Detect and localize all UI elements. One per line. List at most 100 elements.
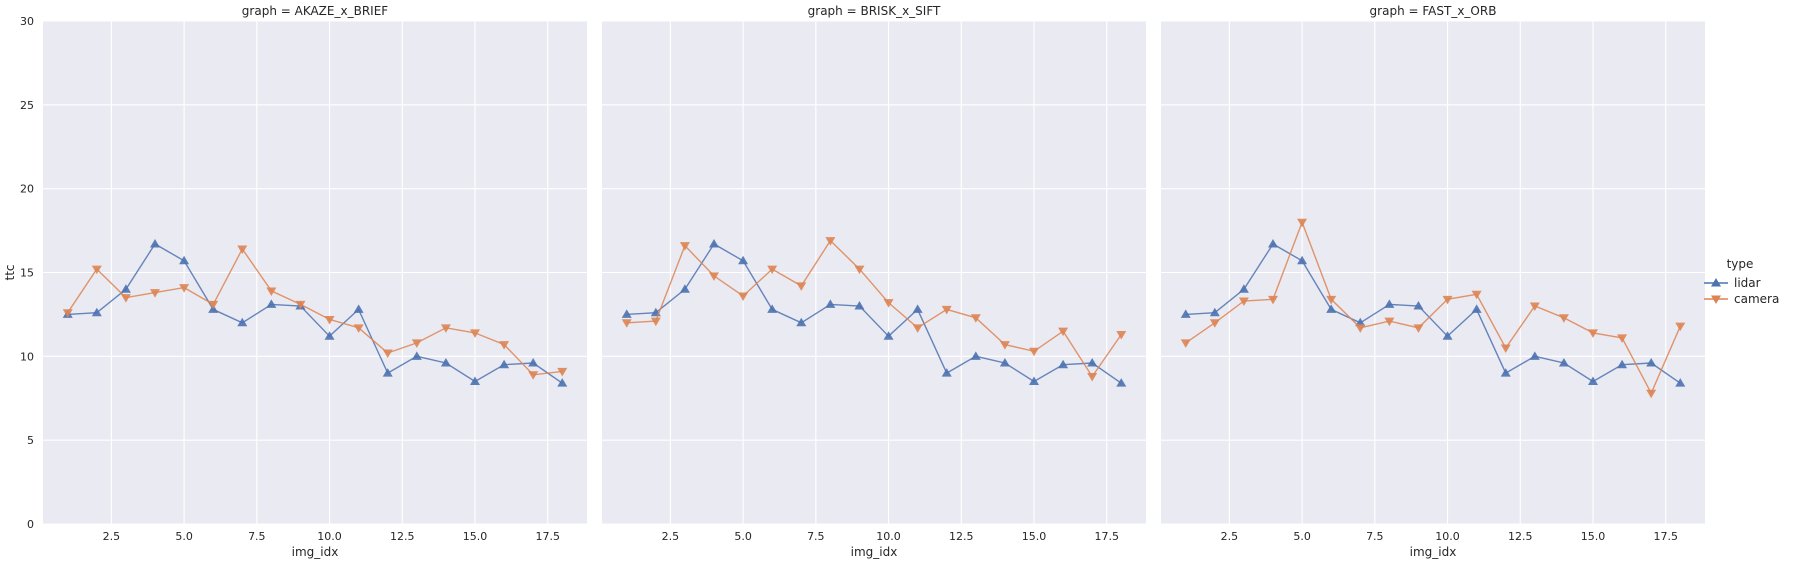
x-tick-label: 7.5 [1366,530,1384,543]
data-point-camera [470,329,480,338]
data-point-camera [557,367,568,377]
x-tick-label: 2.5 [662,530,680,543]
y-tick-label: 15 [20,267,34,280]
data-point-camera [1297,218,1308,228]
x-tick-label: 7.5 [248,530,266,543]
panel-brisk-x-sift: 2.5 5.0 7.5 10.0 12.5 15.0 17.5 img_idx graph = … [602,4,1146,559]
data-point-lidar [1058,359,1069,369]
data-point-lidar [912,304,923,313]
data-point-camera [621,319,632,328]
legend-label: lidar [1734,276,1761,290]
data-point-camera [883,299,894,308]
x-tick-label: 12.5 [390,530,415,543]
data-point-camera [324,315,335,325]
gridlines [1161,20,1705,525]
gridlines [602,20,1146,525]
data-point-camera [854,265,865,275]
data-point-lidar [1355,317,1366,327]
data-point-camera [1058,327,1069,337]
data-point-camera [266,287,277,296]
data-point-camera [970,314,981,323]
data-point-lidar [1116,378,1127,387]
data-point-camera [1588,329,1598,338]
x-tick-label: 15.0 [1022,530,1047,543]
data-point-camera [1116,331,1127,340]
data-point-lidar [1384,299,1395,308]
data-point-camera [150,289,160,298]
data-point-camera [1529,302,1540,312]
panel-akaze-x-brief: 2.5 5.0 7.5 10.0 12.5 15.0 17.5 0 5 10 15 20 25 30 ttc… [3,4,587,559]
data-point-camera [709,272,719,281]
data-point-camera [1384,317,1395,327]
data-point-lidar [1617,359,1628,369]
panel-fast-x-orb: 2.5 5.0 7.5 10.0 12.5 15.0 17.5 img_idx graph = … [1161,4,1705,559]
legend-entry-lidar: lidar [1704,276,1761,290]
data-point-lidar [1646,358,1657,367]
data-point-lidar [91,307,102,317]
x-axis-label: img_idx [292,545,339,559]
y-axis-label: ttc [3,264,17,280]
data-point-lidar [970,351,981,360]
x-tick-label: 10.0 [876,530,901,543]
panel-title: graph = FAST_x_ORB [1370,4,1497,18]
data-point-camera [1442,295,1453,305]
x-tick-label: 15.0 [1581,530,1606,543]
x-axis-label: img_idx [1410,545,1457,559]
data-point-lidar [324,331,335,340]
data-point-camera [1326,295,1337,305]
data-point-camera [1646,389,1657,399]
data-point-camera [1558,314,1569,323]
data-point-lidar [621,309,632,318]
series-line-camera [1185,220,1681,395]
data-point-lidar [796,317,807,327]
data-point-lidar [1209,307,1220,317]
data-point-lidar [1029,376,1039,385]
data-point-camera [999,341,1010,350]
data-point-camera [825,237,836,246]
data-point-lidar [440,358,451,367]
data-point-camera [179,284,190,293]
data-point-lidar [1588,376,1598,385]
legend-title: type [1727,257,1754,271]
data-point-camera [295,300,306,310]
data-point-lidar [1238,284,1249,293]
y-tick-label: 20 [20,183,34,196]
data-point-lidar [709,238,719,248]
data-point-lidar [1180,309,1191,318]
legend: type lidar camera [1704,257,1779,306]
data-point-lidar [1558,358,1569,367]
data-point-camera [1675,322,1686,332]
x-axis-label: img_idx [851,545,898,559]
data-point-lidar [679,284,690,293]
data-point-lidar [1413,301,1424,310]
data-point-camera [382,349,393,358]
data-point-lidar [353,304,364,313]
x-tick-label: 12.5 [949,530,974,543]
data-point-camera [62,309,73,318]
data-point-camera [499,341,510,350]
x-tick-label: 7.5 [807,530,825,543]
series-lidar [1180,238,1686,387]
x-tick-label: 12.5 [1508,530,1533,543]
data-point-lidar [1675,378,1686,387]
data-point-camera [1180,339,1191,348]
data-point-camera [1355,324,1366,333]
data-point-camera [120,294,131,303]
data-point-camera [767,265,778,275]
data-point-lidar [767,304,778,313]
legend-label: camera [1734,292,1779,306]
data-point-camera [91,265,102,275]
x-tick-label: 2.5 [1221,530,1239,543]
data-point-camera [237,245,248,255]
data-point-lidar [411,351,422,360]
data-point-lidar [1442,331,1453,340]
data-point-camera [208,300,219,310]
data-point-lidar [557,378,568,387]
data-point-camera [679,242,690,251]
x-tick-label: 10.0 [1435,530,1460,543]
panel-title: graph = BRISK_x_SIFT [808,4,941,18]
y-tick-label: 5 [27,434,34,447]
data-point-lidar [237,317,248,327]
legend-entry-camera: camera [1704,292,1779,306]
x-tick-label: 2.5 [103,530,121,543]
